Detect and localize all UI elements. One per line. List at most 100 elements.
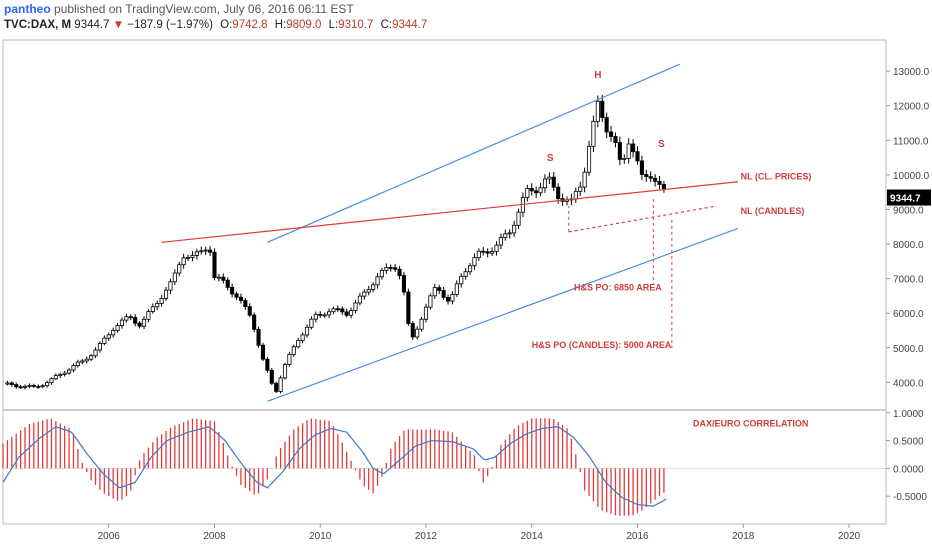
candle-bullish (366, 289, 371, 293)
candle-bearish (243, 300, 248, 308)
candle-bearish (551, 176, 556, 188)
neckline-candles[interactable] (568, 205, 717, 233)
candle-bearish (208, 249, 213, 253)
candle-bearish (661, 184, 666, 189)
time-tick-label: 2008 (203, 531, 226, 542)
annotation-label: H&S PO (CANDLES): 5000 AREA (532, 340, 672, 350)
candle-bearish (340, 308, 345, 313)
author-name[interactable]: pantheo (4, 2, 51, 16)
candle-bearish (269, 369, 274, 384)
candle-bullish (150, 306, 155, 312)
candle-bullish (168, 281, 173, 291)
high-value: 9809.0 (286, 19, 322, 31)
candle-bearish (31, 385, 36, 387)
candle-bearish (406, 291, 411, 324)
candle-bullish (525, 188, 530, 198)
price-tick-label: 4000.0 (893, 378, 924, 389)
chart-frame (2, 39, 887, 525)
candle-bearish (225, 279, 230, 288)
candle-bullish (357, 295, 362, 304)
candle-bullish (282, 364, 288, 379)
correlation-line[interactable] (2, 426, 667, 507)
axes: 4000.0 5000.0 6000.0 7000.0 8000.0 9000.0 1000… (98, 67, 931, 542)
candle-bullish (278, 377, 283, 392)
candle-bullish (304, 326, 310, 336)
candle-bearish (609, 131, 614, 137)
price-tick-label: 13000.0 (893, 67, 930, 78)
last-price-tag-label: 9344.7 (890, 194, 921, 205)
candle-bullish (547, 176, 552, 180)
channel-upper-line[interactable] (267, 63, 681, 243)
candle-bullish (379, 269, 384, 278)
price-tick-label: 9000.0 (893, 205, 924, 216)
candle-bullish (75, 361, 80, 366)
price-tick-label: 6000.0 (893, 309, 924, 320)
candle-bullish (463, 271, 468, 277)
symbol-label[interactable]: TVC:DAX, M (4, 19, 72, 31)
candle-bullish (507, 232, 512, 235)
candle-bullish (124, 316, 129, 321)
indicator-tick-label: -0.5000 (893, 492, 927, 503)
candle-bullish (331, 308, 336, 313)
candle-bullish (67, 369, 72, 374)
candle-bearish (534, 190, 539, 194)
candle-bullish (313, 313, 318, 320)
candle-bullish (181, 257, 186, 266)
price-pane[interactable]: S H S NL (CL. PRICES) NL (CANDLES) H&S PO: 68… (5, 63, 812, 402)
last-price-tag (887, 189, 931, 206)
indicator-pane[interactable]: DAX/EURO CORRELATION (2, 418, 886, 516)
candle-bearish (252, 314, 257, 330)
candle-bullish (291, 346, 296, 355)
candle-bullish (58, 373, 63, 377)
candle-bearish (657, 180, 662, 185)
candle-bullish (115, 325, 120, 331)
candle-bullish (177, 264, 182, 274)
candle-bullish (89, 355, 94, 360)
candle-bullish (595, 100, 600, 122)
indicator-tick-label: 0.0000 (893, 464, 924, 475)
channel-lower-line[interactable] (267, 227, 739, 402)
candle-bullish (190, 255, 195, 258)
candle-bullish (538, 187, 543, 194)
candle-bullish (578, 186, 583, 192)
candle-bullish (22, 385, 28, 388)
candle-bearish (648, 176, 653, 179)
candle-bearish (397, 268, 402, 277)
indicator-tick-label: 0.5000 (893, 437, 924, 448)
candle-bullish (371, 284, 376, 290)
candle-bearish (529, 188, 534, 192)
candle-bullish (476, 250, 481, 258)
candle-bullish (45, 382, 50, 387)
candle-bullish (53, 375, 58, 380)
candle-bullish (102, 337, 107, 344)
candle-bullish (498, 237, 503, 246)
candle-bearish (230, 286, 235, 295)
candle-bullish (468, 265, 473, 273)
candle-bearish (445, 297, 451, 302)
candle-bearish (393, 267, 398, 270)
candle-bearish (137, 322, 142, 327)
candle-bearish (212, 251, 217, 279)
candle-bullish (119, 319, 125, 326)
candle-bullish (49, 378, 54, 384)
candle-bearish (653, 177, 658, 182)
candle-bullish (106, 334, 111, 339)
indicator-tick-label: 1.0000 (893, 409, 924, 420)
candle-bullish (375, 276, 380, 286)
candle-bullish (93, 349, 98, 357)
neckline-close-prices[interactable] (161, 181, 739, 243)
candle-bearish (485, 251, 490, 254)
candle-bullish (428, 295, 433, 308)
candle-bullish (415, 328, 420, 338)
candle-bearish (613, 136, 618, 143)
candle-bearish (481, 250, 486, 253)
candle-bearish (617, 142, 622, 160)
candle-bullish (353, 302, 358, 311)
candle-bullish (490, 251, 495, 254)
indicator-label: DAX/EURO CORRELATION (693, 419, 808, 429)
candle-bearish (441, 290, 446, 298)
candle-bullish (591, 120, 596, 147)
open-label: O: (220, 19, 233, 31)
candle-bullish (199, 250, 204, 253)
